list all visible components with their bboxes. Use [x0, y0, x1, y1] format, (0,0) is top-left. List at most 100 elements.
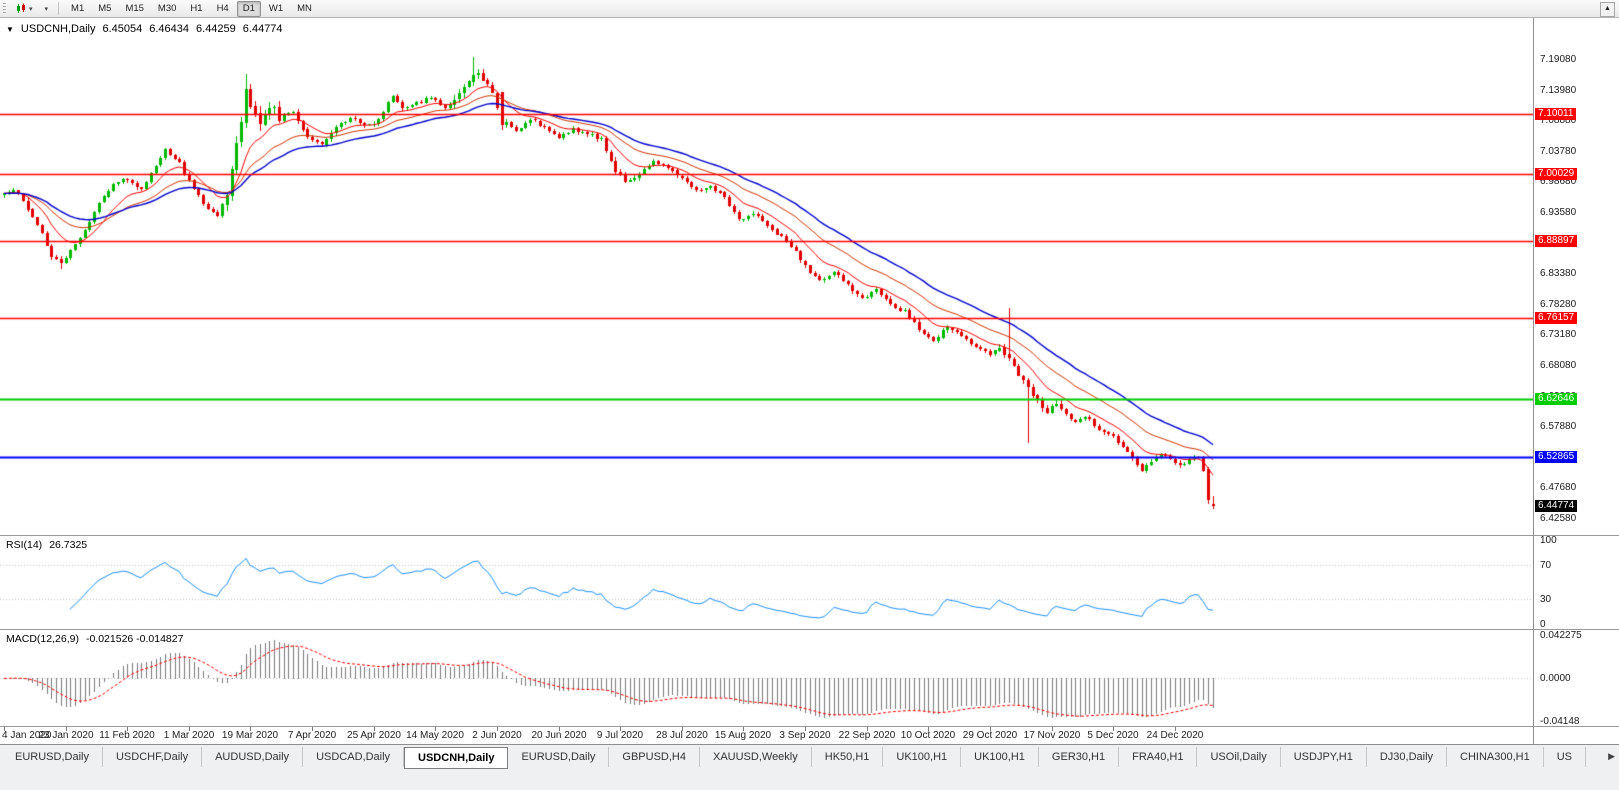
price-axis-label: 6.88480	[1540, 237, 1577, 249]
date-axis-label: 14 May 2020	[406, 730, 464, 741]
chart-tab-gbpusd-h4[interactable]: GBPUSD,H4	[609, 747, 700, 767]
chart-tabs: EURUSD,Daily USDCHF,Daily AUDUSD,Daily USDC…	[2, 747, 1597, 770]
timeframe-button-d1[interactable]: D1	[236, 0, 261, 17]
price-axis-border[interactable]	[1533, 18, 1534, 744]
rsi-axis-label: 100	[1540, 535, 1557, 546]
date-axis-tick	[250, 727, 251, 731]
date-axis-label: 24 Dec 2020	[1146, 730, 1204, 741]
rsi-axis-label: 30	[1540, 593, 1552, 605]
timeframe-button-m1[interactable]: M1	[71, 2, 85, 14]
high-value: 6.46434	[149, 23, 190, 35]
chart-tab-uk100-h1[interactable]: UK100,H1	[961, 747, 1039, 767]
macd-pane-title: MACD(12,26,9) -0.021526 -0.014827	[6, 633, 183, 645]
date-axis-label: 4 Jan 2020	[2, 730, 52, 741]
rsi-value: 26.7325	[49, 539, 88, 551]
chart-tab-usoil-daily[interactable]: USOil,Daily	[1197, 747, 1281, 767]
hline-price-tag: 6.88897	[1535, 235, 1578, 248]
rsi-indicator-canvas[interactable]	[0, 536, 1533, 629]
date-axis-tick	[620, 727, 621, 731]
date-axis-tick	[1052, 727, 1053, 731]
date-axis-label: 19 Mar 2020	[221, 730, 279, 741]
chart-tab-uk100-h1[interactable]: UK100,H1	[883, 747, 962, 767]
timeframe-button-h4[interactable]: H4	[216, 2, 229, 14]
pane-separator[interactable]	[0, 535, 1619, 536]
pane-separator[interactable]	[0, 726, 1619, 727]
symbol-title: USDCNH,Daily	[20, 23, 96, 35]
timeframe-button-m30[interactable]: M30	[157, 2, 177, 14]
main-chart-canvas[interactable]	[0, 18, 1533, 535]
date-axis-label: 2 Jun 2020	[472, 730, 522, 741]
price-axis-label: 6.68080	[1540, 360, 1577, 371]
date-axis-tick	[805, 727, 806, 731]
chart-tab-fra40-h1[interactable]: FRA40,H1	[1119, 747, 1198, 767]
chart-tab-audusd-daily[interactable]: AUDUSD,Daily	[202, 747, 304, 767]
hline-price-tag: 6.76157	[1535, 311, 1578, 324]
date-axis-tick	[312, 727, 313, 731]
timeframe-button-m15[interactable]: M15	[125, 2, 144, 14]
date-axis-label: 3 Sep 2020	[779, 730, 831, 741]
date-axis-label: 11 Feb 2020	[99, 730, 155, 741]
close-value: 6.44774	[242, 23, 283, 35]
tabs-scroll-right-icon[interactable]: ▶	[1608, 751, 1615, 761]
chart-tab-usdchf-daily[interactable]: USDCHF,Daily	[103, 747, 203, 767]
price-axis-label: 7.19080	[1540, 54, 1577, 65]
macd-axis-label: 0.042275	[1540, 630, 1582, 641]
macd-values: -0.021526 -0.014827	[85, 633, 184, 645]
one-click-trading-toggle[interactable]: ▼	[6, 24, 14, 34]
price-axis-label: 6.42580	[1540, 513, 1577, 524]
date-axis-tick	[682, 727, 683, 731]
low-value: 6.44259	[196, 23, 236, 35]
macd-indicator-canvas[interactable]	[0, 630, 1533, 726]
date-axis-label: 10 Oct 2020	[900, 730, 956, 741]
chart-tab-eurusd-daily[interactable]: EURUSD,Daily	[2, 747, 103, 767]
rsi-axis-label: 70	[1540, 560, 1552, 572]
open-value: 6.45054	[102, 23, 143, 35]
date-axis-label: 7 Apr 2020	[287, 730, 337, 741]
chart-tab-hk50-h1[interactable]: HK50,H1	[812, 747, 884, 767]
chart-tab-usdjpy-h1[interactable]: USDJPY,H1	[1281, 747, 1367, 767]
hline-price-tag: 6.62646	[1535, 392, 1578, 405]
candlestick-chart-icon	[17, 3, 25, 13]
date-axis-tick	[435, 727, 436, 731]
scroll-up-icon[interactable]: ▲	[1600, 2, 1615, 17]
date-axis-tick	[743, 727, 744, 731]
price-axis-label: 7.08880	[1540, 115, 1577, 127]
date-axis-tick	[66, 727, 67, 731]
chart-tab-usdcad-daily[interactable]: USDCAD,Daily	[303, 747, 405, 767]
chart-tab-china300-h1[interactable]: CHINA300,H1	[1447, 747, 1544, 767]
price-axis-label: 6.47680	[1540, 482, 1577, 494]
chart-tab-usdcnh-daily[interactable]: USDCNH,Daily	[404, 747, 509, 769]
chevron-down-icon: ▾	[44, 5, 49, 13]
price-axis-label: 7.13980	[1540, 84, 1577, 96]
chart-tab-us[interactable]: US	[1544, 747, 1586, 767]
price-axis-label: 6.83380	[1540, 268, 1577, 280]
chart-tab-dj30-daily[interactable]: DJ30,Daily	[1367, 747, 1448, 767]
timeframe-button-m5[interactable]: M5	[98, 2, 112, 14]
macd-axis-label: 0.0000	[1540, 673, 1571, 685]
date-axis-tick	[4, 727, 5, 731]
chart-tab-ger30-h1[interactable]: GER30,H1	[1039, 747, 1120, 767]
price-axis-label: 6.78280	[1540, 298, 1577, 310]
zoom-dropdown-button[interactable]: ▾	[39, 0, 53, 17]
pane-separator[interactable]	[0, 629, 1619, 630]
date-axis-tick	[374, 727, 375, 731]
chart-tab-eurusd-daily[interactable]: EURUSD,Daily	[508, 747, 610, 767]
timeframe-button-w1[interactable]: W1	[268, 2, 284, 14]
date-axis-tick	[497, 727, 498, 731]
chart-tab-xauusd-weekly[interactable]: XAUUSD,Weekly	[700, 747, 812, 767]
price-axis-label: 6.98680	[1540, 176, 1577, 188]
chevron-down-icon: ▾	[29, 5, 33, 13]
date-axis-tick	[928, 727, 929, 731]
date-axis-label: 23 Jan 2020	[38, 730, 94, 741]
date-axis-tick	[127, 727, 128, 731]
last-price-tag: 6.44774	[1535, 499, 1578, 512]
toolbar-drag-handle[interactable]	[3, 2, 6, 15]
date-axis-tick	[867, 727, 868, 731]
timeframe-buttons-group: M1 M5 M15 M30 H1 H4 D1 W1 MN	[64, 0, 319, 17]
timeframes-toolbar: ▾ ▾ M1 M5 M15 M30 H1 H4 D1 W1 MN ▲	[0, 0, 1619, 18]
timeframe-button-mn[interactable]: MN	[297, 2, 312, 14]
timeframe-button-h1[interactable]: H1	[190, 2, 203, 14]
price-axis-label: 7.03780	[1540, 145, 1577, 157]
chart-type-button[interactable]: ▾	[12, 0, 37, 17]
date-axis-tick	[1113, 727, 1114, 731]
